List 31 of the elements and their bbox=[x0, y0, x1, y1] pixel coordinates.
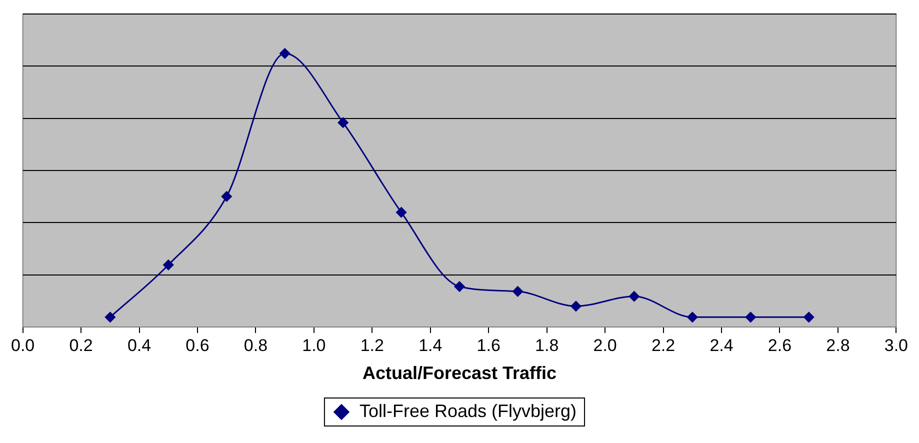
x-tick-label: 1.2 bbox=[360, 336, 384, 355]
x-tick-label: 1.6 bbox=[476, 336, 500, 355]
x-tick-label: 0.8 bbox=[244, 336, 268, 355]
point bbox=[221, 191, 232, 202]
x-tick-label: 2.0 bbox=[593, 336, 617, 355]
point bbox=[280, 48, 290, 59]
x-tick-label: 3.0 bbox=[884, 336, 908, 355]
point bbox=[745, 312, 756, 322]
x-tick-label: 2.4 bbox=[710, 336, 734, 355]
point bbox=[628, 291, 640, 302]
point bbox=[687, 312, 698, 322]
point bbox=[454, 281, 465, 292]
x-tick-label: 2.2 bbox=[651, 336, 676, 355]
x-tick-label: 0.0 bbox=[10, 336, 35, 355]
point bbox=[163, 260, 174, 270]
x-tick-label: 2.6 bbox=[768, 336, 792, 355]
point bbox=[338, 117, 348, 128]
point bbox=[396, 207, 407, 218]
x-tick-label: 0.6 bbox=[186, 336, 210, 355]
x-tick-label: 1.4 bbox=[418, 336, 442, 355]
x-tick-label: 0.2 bbox=[69, 336, 93, 355]
x-tick-label: 1.0 bbox=[302, 336, 326, 355]
x-axis-title: Actual/Forecast Traffic bbox=[362, 363, 557, 384]
point bbox=[804, 312, 814, 322]
x-tick-label: 2.8 bbox=[826, 336, 850, 355]
point bbox=[104, 312, 116, 322]
x-tick-label: 0.4 bbox=[127, 336, 152, 355]
legend-label: Toll-Free Roads (Flyvbjerg) bbox=[359, 400, 577, 421]
point bbox=[570, 300, 582, 312]
x-tick-label: 1.8 bbox=[535, 336, 559, 355]
point bbox=[512, 286, 523, 297]
